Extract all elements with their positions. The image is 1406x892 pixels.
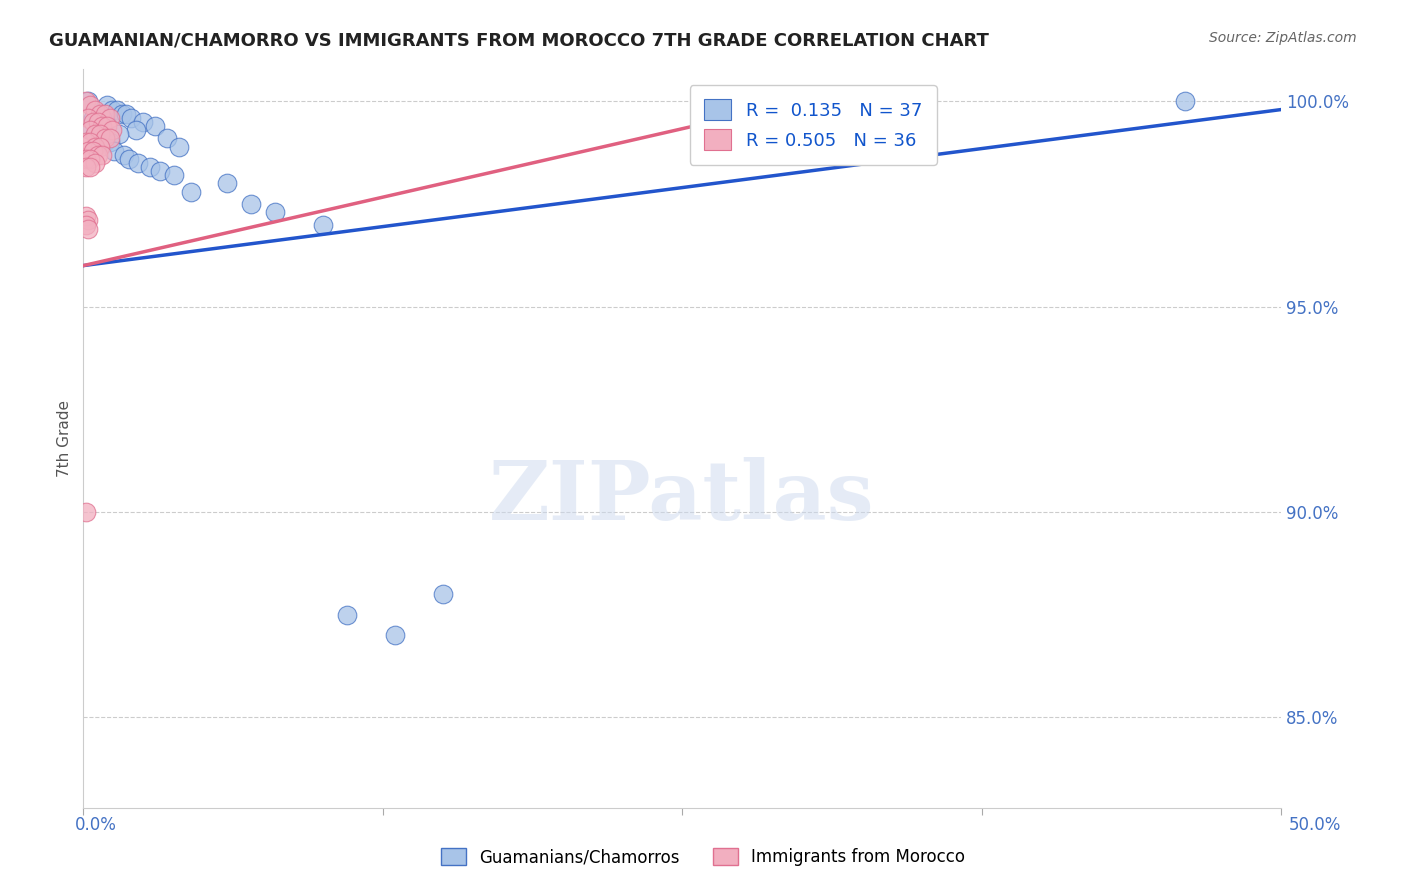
Point [82,144,104,158]
Point [1174,95,1197,109]
Point [125,123,148,137]
Point [98,136,121,150]
Point [101,123,124,137]
Point [336,607,359,622]
Point [312,218,335,232]
Point [239,197,262,211]
Point [156,131,179,145]
Point [94,136,117,150]
Point [91,111,114,125]
Point [101,103,124,117]
Point [91,119,114,133]
Point [180,185,202,199]
Point [96,98,118,112]
Text: ZIPatlas: ZIPatlas [489,458,875,537]
Point [86,115,108,129]
Point [110,106,132,120]
Text: Source: ZipAtlas.com: Source: ZipAtlas.com [1209,31,1357,45]
Point [77,221,100,235]
Legend: Guamanians/Chamorros, Immigrants from Morocco: Guamanians/Chamorros, Immigrants from Mo… [434,841,972,873]
Point [75,505,97,519]
Point [84,156,107,170]
Point [167,139,190,153]
Point [86,147,108,161]
Point [132,115,155,129]
Point [79,123,101,137]
Point [98,131,121,145]
Point [84,127,107,141]
Point [75,95,97,109]
Point [108,127,131,141]
Point [79,98,101,112]
Point [77,213,100,227]
Point [89,127,111,141]
Point [139,160,162,174]
Point [75,210,97,224]
Point [127,156,149,170]
Text: GUAMANIAN/CHAMORRO VS IMMIGRANTS FROM MOROCCO 7TH GRADE CORRELATION CHART: GUAMANIAN/CHAMORRO VS IMMIGRANTS FROM MO… [49,31,988,49]
Point [79,152,101,166]
Point [75,160,97,174]
Text: 50.0%: 50.0% [1288,816,1341,834]
Point [82,111,104,125]
Point [115,106,138,120]
Text: 0.0%: 0.0% [75,816,117,834]
Point [89,139,111,153]
Point [98,111,121,125]
Point [84,139,107,153]
Point [84,127,107,141]
Point [77,95,100,109]
Point [118,152,141,166]
Point [75,218,97,232]
Point [84,103,107,117]
Point [384,628,406,642]
Point [91,147,114,161]
Point [89,106,111,120]
Point [215,177,238,191]
Point [75,152,97,166]
Point [264,205,287,219]
Point [96,119,118,133]
Point [432,587,454,601]
Point [143,119,166,133]
Point [79,136,101,150]
Point [79,160,101,174]
Point [79,123,101,137]
Point [149,164,172,178]
Point [163,169,186,183]
Point [86,123,108,137]
Legend: R =  0.135   N = 37, R = 0.505   N = 36: R = 0.135 N = 37, R = 0.505 N = 36 [690,85,936,164]
Point [77,111,100,125]
Point [94,106,117,120]
Point [112,147,135,161]
Y-axis label: 7th Grade: 7th Grade [58,400,72,476]
Point [75,136,97,150]
Point [103,144,125,158]
Point [790,95,813,109]
Point [89,131,111,145]
Point [94,131,117,145]
Point [120,111,142,125]
Point [105,103,128,117]
Point [82,115,104,129]
Point [77,144,100,158]
